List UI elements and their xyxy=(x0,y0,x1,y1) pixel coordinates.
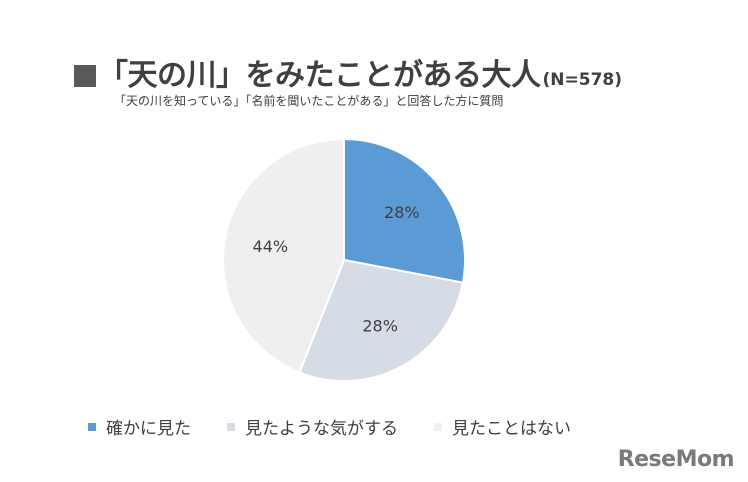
data-label: 44% xyxy=(253,237,289,256)
legend-swatch xyxy=(434,422,442,431)
data-label: 28% xyxy=(362,317,398,336)
pie-slice xyxy=(222,137,345,374)
legend-item: 見たような気がする xyxy=(227,414,398,439)
title-square-icon xyxy=(74,65,96,87)
pie-slice xyxy=(343,137,466,284)
title-main: 「天の川」をみたことがある大人 xyxy=(98,58,541,93)
legend-item: 見たことはない xyxy=(434,414,571,439)
legend-label: 見たことはない xyxy=(452,419,571,439)
legend-label: 見たような気がする xyxy=(245,419,398,439)
chart-title: 「天の川」をみたことがある大人 (N=578) xyxy=(74,50,622,94)
title-sample-size: (N=578) xyxy=(542,70,623,90)
resemom-logo: ReseMom xyxy=(617,447,735,472)
data-label: 28% xyxy=(384,203,420,222)
legend-swatch xyxy=(227,422,235,431)
chart-legend: 確かに見た 見たような気がする 見たことはない xyxy=(88,414,607,439)
pie-slice xyxy=(298,258,465,382)
legend-swatch xyxy=(88,422,96,431)
chart-subtitle: 「天の川を知っている」「名前を聞いたことがある」と回答した方に質問 xyxy=(114,94,504,108)
legend-label: 確かに見た xyxy=(106,419,191,439)
legend-item: 確かに見た xyxy=(88,414,191,439)
